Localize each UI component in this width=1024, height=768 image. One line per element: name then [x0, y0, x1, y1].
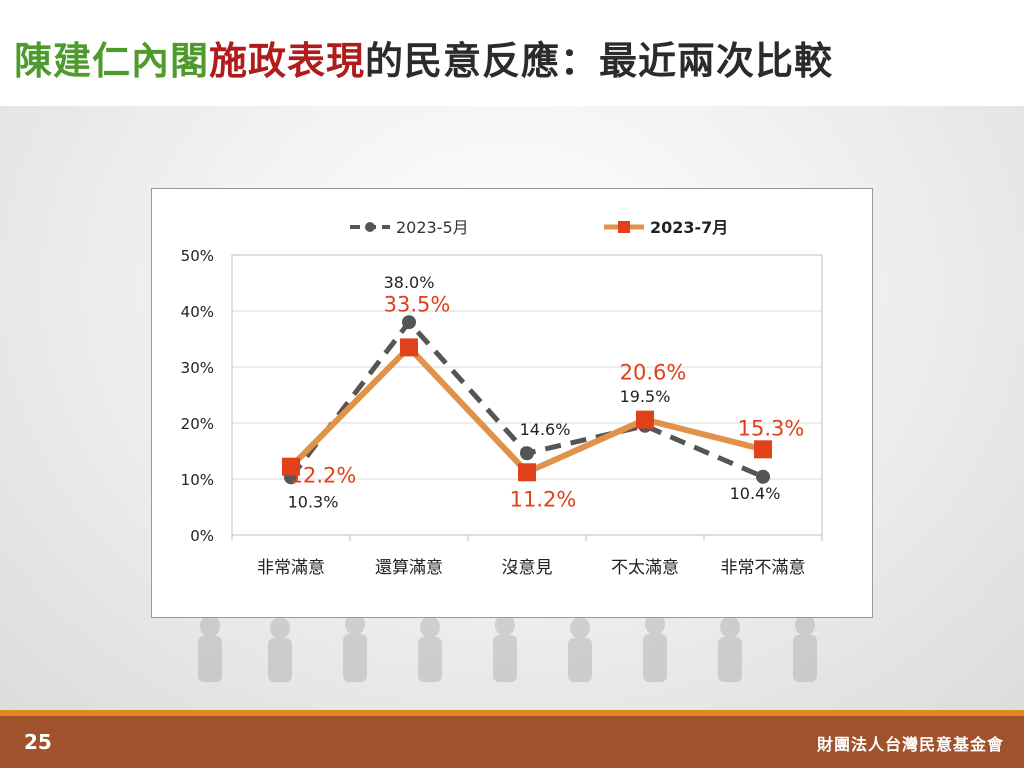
x-category-label: 非常滿意 [257, 558, 325, 578]
data-label-2023-7: 20.6% [620, 361, 687, 385]
y-tick-label: 40% [181, 303, 214, 321]
data-label-2023-7: 15.3% [738, 416, 805, 440]
chart-frame: 0% 10% 20% 30% 40% 50% 非常滿意 還算滿意 沒意見 不太滿意 非常不滿意 202… [151, 188, 873, 618]
organization-name: 財團法人台灣民意基金會 [816, 735, 1004, 754]
x-category-label: 還算滿意 [375, 558, 443, 578]
page-number: 25 [24, 730, 52, 754]
title-part-3: 的民意反應：最近兩次比較 [365, 39, 834, 83]
header: 陳建仁內閣施政表現的民意反應：最近兩次比較 [0, 0, 1024, 106]
data-point-2023-7 [636, 410, 654, 429]
data-label-2023-7: 33.5% [384, 292, 451, 316]
data-label-2023-5: 10.3% [288, 492, 339, 511]
data-label-2023-5: 14.6% [520, 420, 571, 439]
x-category-label: 沒意見 [502, 558, 553, 578]
x-category-label: 不太滿意 [611, 558, 679, 578]
y-tick-label: 50% [181, 247, 214, 265]
footer: 25 財團法人台灣民意基金會 [0, 716, 1024, 768]
legend-marker-2023-5 [365, 222, 375, 232]
x-category-label: 非常不滿意 [721, 558, 806, 578]
data-point-2023-5 [520, 446, 534, 461]
data-point-2023-7 [400, 338, 418, 357]
data-point-2023-5 [402, 315, 416, 330]
legend-label-2023-7: 2023-7月 [650, 218, 728, 237]
y-tick-label: 20% [181, 415, 214, 433]
data-point-2023-7 [282, 457, 300, 476]
data-label-2023-5: 38.0% [384, 273, 435, 292]
title-part-2: 施政表現 [209, 39, 366, 83]
data-label-2023-5: 19.5% [620, 387, 671, 406]
title-part-1: 陳建仁內閣 [14, 39, 210, 83]
data-point-2023-7 [518, 463, 536, 482]
data-label-2023-7: 11.2% [510, 487, 577, 511]
line-chart: 0% 10% 20% 30% 40% 50% 非常滿意 還算滿意 沒意見 不太滿意 非常不滿意 202… [181, 218, 823, 578]
page-title: 陳建仁內閣施政表現的民意反應：最近兩次比較 [14, 30, 833, 85]
y-tick-label: 10% [181, 471, 214, 489]
legend-label-2023-5: 2023-5月 [396, 218, 469, 237]
data-label-2023-5: 10.4% [730, 484, 781, 503]
y-tick-label: 0% [190, 527, 214, 545]
plot-area-border [231, 254, 823, 536]
crowd-silhouette-decoration [198, 613, 817, 682]
data-point-2023-5 [756, 469, 770, 484]
data-label-2023-7: 12.2% [290, 464, 357, 488]
legend-marker-2023-7 [618, 221, 630, 233]
footer-accent-line [0, 710, 1024, 716]
data-point-2023-7 [754, 440, 772, 459]
y-tick-label: 30% [181, 359, 214, 377]
